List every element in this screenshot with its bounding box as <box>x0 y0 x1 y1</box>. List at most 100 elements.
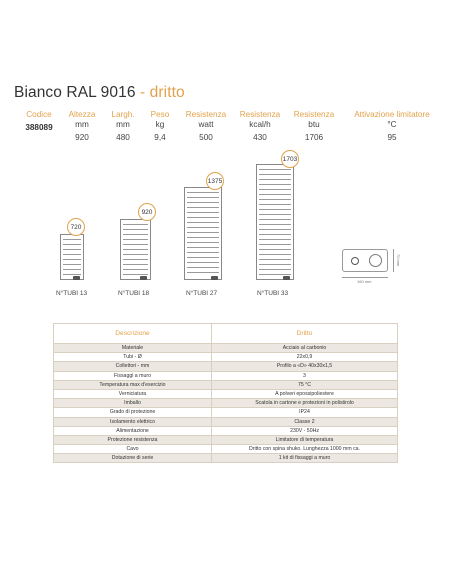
width-dimension-label: 160 mm <box>357 279 372 284</box>
row-value: 3 <box>211 370 398 381</box>
table-header-row: Descrizione Dritto <box>53 323 398 344</box>
height-dimension-line <box>393 249 394 272</box>
row-desc: Alimentazione <box>53 425 212 436</box>
product-title-sub: - dritto <box>140 84 185 101</box>
row-desc: Imballo <box>53 398 212 409</box>
height-badge: 1375 <box>206 172 224 190</box>
row-desc: Materiale <box>53 342 212 354</box>
spec-limiter: Attivazione limitatore °C 95 <box>342 110 442 143</box>
spec-unit: °C <box>387 120 397 129</box>
valve-icon <box>140 276 147 280</box>
spec-head: Peso <box>150 110 170 119</box>
row-desc: Dotazione di serie <box>53 453 212 464</box>
row-value: A polveri epossipoliestere <box>211 388 398 400</box>
valve-icon <box>211 276 218 280</box>
spec-head: Resistenza <box>185 110 227 119</box>
radiator-image <box>120 219 151 280</box>
row-desc: Grado di protezione <box>53 407 212 418</box>
spec-value: 920 <box>75 133 89 142</box>
row-desc: Verniciatura <box>53 388 212 400</box>
product-title-main: Bianco RAL 9016 <box>14 84 136 101</box>
spec-value: 9,4 <box>154 133 166 142</box>
row-value: 22x0,9 <box>211 352 398 363</box>
spec-value: 500 <box>199 133 213 142</box>
spec-head: Resistenza <box>239 110 281 119</box>
row-value: IP24 <box>211 407 398 418</box>
row-desc: Fissaggi a muro <box>53 370 212 381</box>
table-row: Dotazione di serie 1 kit di fissaggi a mu… <box>53 453 398 464</box>
row-value: Profilo a «D» 40x30x1,5 <box>211 361 398 372</box>
radiator-image <box>184 187 222 280</box>
spec-value: 480 <box>116 133 130 142</box>
valve-icon <box>73 276 80 280</box>
table-row: Imballo Scatola in cartone e protezioni i… <box>53 398 398 409</box>
row-value: 1 kit di fissaggi a muro <box>211 453 398 464</box>
row-desc: Temperatura max d'esercizio <box>53 379 212 390</box>
height-badge: 920 <box>138 203 156 221</box>
header-description: Descrizione <box>53 323 212 344</box>
row-desc: Isolamento elettrico <box>53 416 212 427</box>
features-table: Descrizione Dritto Materiale Acciaio al c… <box>53 323 398 464</box>
tubi-label: N°TUBI 27 <box>186 290 218 297</box>
spec-value: 95 <box>387 133 397 142</box>
spec-code: Codice 388089 <box>20 110 58 133</box>
row-desc: Tubi - Ø <box>53 352 212 363</box>
spec-unit: btu <box>308 120 320 129</box>
spec-unit: mm <box>75 120 89 129</box>
spec-head: Resistenza <box>293 110 335 119</box>
tubi-label: N°TUBI 33 <box>257 290 289 297</box>
row-value: 230V - 50Hz <box>211 425 398 436</box>
spec-unit: watt <box>198 120 214 129</box>
table-row: Fissaggi a muro 3 <box>53 370 398 381</box>
height-dimension-label: 70 mm <box>396 254 401 267</box>
row-desc: Protezione resistenza <box>53 434 212 446</box>
table-row: Verniciatura A polveri epossipoliestere <box>53 388 398 400</box>
spec-weight: Peso kg 9,4 <box>146 110 174 143</box>
spec-head: Largh. <box>111 110 135 119</box>
row-value: Scatola in cartone e protezioni in polis… <box>211 398 398 409</box>
row-desc: Collettori - mm <box>53 361 212 372</box>
header-value: Dritto <box>211 323 398 344</box>
table-row: Materiale Acciaio al carbonio <box>53 342 398 354</box>
spec-value: 430 <box>253 133 267 142</box>
product-title: Bianco RAL 9016 - dritto <box>14 84 185 102</box>
spec-value: 388089 <box>25 123 53 132</box>
table-row: Protezione resistenza Limitatore di tempe… <box>53 434 398 446</box>
spec-head: Altezza <box>68 110 96 119</box>
row-value: Limitatore di temperatura <box>211 434 398 446</box>
table-row: Cavo Dritto con spina shuko. Lunghezza 10… <box>53 444 398 455</box>
tubi-label: N°TUBI 18 <box>118 290 150 297</box>
tubi-label: N°TUBI 13 <box>56 290 88 297</box>
spec-btu: Resistenza btu 1706 <box>290 110 338 143</box>
spec-watt: Resistenza watt 500 <box>182 110 230 143</box>
spec-head: Codice <box>26 110 52 119</box>
dial-icon <box>369 254 382 267</box>
height-badge: 720 <box>67 218 85 236</box>
table-row: Isolamento elettrico Classe 2 <box>53 416 398 427</box>
width-dimension-line <box>342 277 388 278</box>
spec-width: Largh. mm 480 <box>106 110 140 143</box>
row-desc: Cavo <box>53 444 212 455</box>
spec-unit: mm <box>116 120 130 129</box>
height-badge: 1703 <box>281 150 299 168</box>
spec-unit: kg <box>155 120 165 129</box>
button-icon <box>351 257 359 265</box>
table-row: Alimentazione 230V - 50Hz <box>53 425 398 436</box>
table-row: Tubi - Ø 22x0,9 <box>53 352 398 363</box>
row-value: Dritto con spina shuko. Lunghezza 1000 m… <box>211 444 398 455</box>
radiator-image <box>256 164 294 280</box>
spec-value: 1706 <box>304 133 324 142</box>
valve-icon <box>283 276 290 280</box>
radiator-image <box>60 234 84 280</box>
spec-kcal: Resistenza kcal/h 430 <box>236 110 284 143</box>
spec-height: Altezza mm 920 <box>64 110 100 143</box>
row-value: Classe 2 <box>211 416 398 427</box>
row-value: Acciaio al carbonio <box>211 342 398 354</box>
thermostat-image <box>342 249 388 272</box>
table-row: Collettori - mm Profilo a «D» 40x30x1,5 <box>53 361 398 372</box>
table-row: Grado di protezione IP24 <box>53 407 398 418</box>
spec-head: Attivazione limitatore <box>354 110 430 119</box>
spec-unit: kcal/h <box>249 120 271 129</box>
table-row: Temperatura max d'esercizio 75 °C <box>53 379 398 390</box>
row-value: 75 °C <box>211 379 398 390</box>
